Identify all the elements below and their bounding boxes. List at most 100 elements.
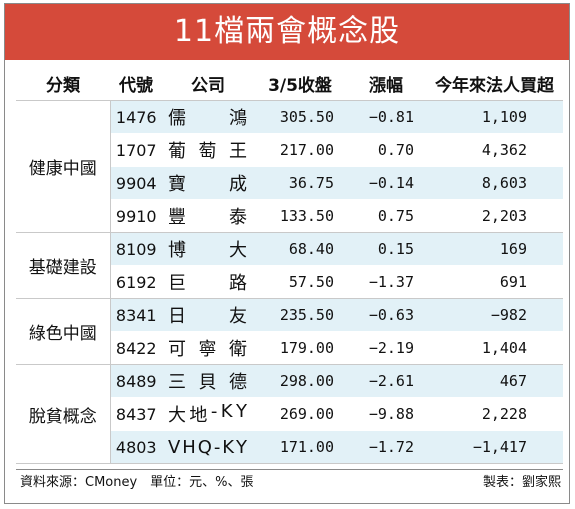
net-buy: 1,109 <box>426 100 563 134</box>
stock-code: 8109 <box>110 232 162 266</box>
company-name-char: 路 <box>229 273 248 294</box>
credit-note: 製表：劉家熙 <box>482 475 561 490</box>
stock-code: 8489 <box>110 364 162 398</box>
close-price: 68.40 <box>254 232 346 266</box>
price-change: −0.63 <box>346 298 426 332</box>
table-row: 脫貧概念 8489 三貝德 298.00 −2.61 467 <box>16 364 563 464</box>
stock-code: 8341 <box>110 298 162 332</box>
net-buy: 169 <box>426 232 563 266</box>
stock-code: 8422 <box>110 331 162 365</box>
company-name-char: 寧 <box>198 339 218 360</box>
company-name-char: - <box>213 436 222 458</box>
price-change: 0.75 <box>346 199 426 233</box>
price-change: 0.15 <box>346 232 426 266</box>
company-name: 可寧衛 <box>162 331 254 365</box>
header-close: 3/5收盤 <box>254 66 346 101</box>
close-price: 305.50 <box>254 100 346 134</box>
stock-code: 1476 <box>110 100 162 134</box>
table-row: 綠色中國 8341 日 友 235.50 −0.63 −982 <box>16 298 563 365</box>
net-buy: −1,417 <box>426 430 563 464</box>
header-net-buy: 今年來法人買超 <box>426 66 563 101</box>
company-name-char: 鴻 <box>229 108 248 129</box>
close-price: 133.50 <box>254 199 346 233</box>
net-buy: 467 <box>426 364 563 398</box>
company-name-char: H <box>182 436 197 458</box>
company-name-char: 友 <box>229 306 248 327</box>
company-name-char: 大 <box>229 240 248 261</box>
company-name-char: V <box>168 436 182 458</box>
table-row: 6192 巨路 57.50 −1.37 691 <box>16 265 563 299</box>
category-label: 基礎建設 <box>28 258 97 278</box>
category-label: 綠色中國 <box>28 324 97 344</box>
stock-table: 分類 代號 公司 3/5收盤 漲幅 今年來法人買超 健康中國 1476 儒鴻 305.… <box>16 66 563 464</box>
close-price: 235.50 <box>254 298 346 332</box>
footer: 資料來源：CMoney 單位：元、%、張 製表：劉家熙 <box>16 469 563 496</box>
table-row: 4803 V H Q - K Y 171.00 −1.72 −1,417 <box>16 430 563 464</box>
company-name-char: 博 <box>168 240 187 261</box>
company-name: 豐泰 <box>162 199 254 233</box>
company-name: 巨路 <box>162 265 254 299</box>
company-name-char: Y <box>236 401 248 422</box>
company-name-char: 豐 <box>168 207 187 228</box>
net-buy: 2,203 <box>426 199 563 233</box>
table-row: 8422 可寧衛 179.00 −2.19 1,404 <box>16 331 563 365</box>
company-name-char: 巨 <box>168 273 187 294</box>
close-price: 57.50 <box>254 265 346 299</box>
stock-code: 4803 <box>110 430 162 464</box>
table-body: 健康中國 1476 儒鴻 305.50 −0.81 1,109 1707 葡萄王 217.00 0… <box>16 100 563 464</box>
stock-code: 8437 <box>110 397 162 431</box>
company-name-char: K <box>220 401 234 422</box>
price-change: 0.70 <box>346 133 426 167</box>
company-name: 博大 <box>162 232 254 266</box>
net-buy: −982 <box>426 298 563 332</box>
company-name: 寶成 <box>162 166 254 200</box>
company-name-char: 三 <box>168 372 187 393</box>
company-name-char: 大 <box>168 405 187 426</box>
header-code: 代號 <box>110 66 162 101</box>
header-change: 漲幅 <box>346 66 426 101</box>
company-name-char: 萄 <box>198 141 218 162</box>
close-price: 298.00 <box>254 364 346 398</box>
close-price: 179.00 <box>254 331 346 365</box>
price-change: −9.88 <box>346 397 426 431</box>
company-name-char: 貝 <box>198 372 218 393</box>
category-cell: 綠色中國 <box>16 298 111 365</box>
table-row: 9910 豐泰 133.50 0.75 2,203 <box>16 199 563 233</box>
close-price: 269.00 <box>254 397 346 431</box>
price-change: −2.61 <box>346 364 426 398</box>
company-name-char: 地 <box>189 405 209 426</box>
net-buy: 2,228 <box>426 397 563 431</box>
source-note: 資料來源：CMoney 單位：元、%、張 <box>20 475 254 490</box>
stock-code: 9904 <box>110 166 162 200</box>
company-name-char: - <box>210 401 219 422</box>
header-category: 分類 <box>16 66 110 101</box>
company-name-char: 日 <box>168 306 187 327</box>
company-name-char: K <box>222 436 236 458</box>
company-name: 三貝德 <box>162 364 254 398</box>
close-price: 217.00 <box>254 133 346 167</box>
table-row: 9904 寶成 36.75 −0.14 8,603 <box>16 166 563 200</box>
net-buy: 1,404 <box>426 331 563 365</box>
net-buy: 8,603 <box>426 166 563 200</box>
company-name-char: 可 <box>168 339 187 360</box>
close-price: 171.00 <box>254 430 346 464</box>
stock-code: 9910 <box>110 199 162 233</box>
company-name-char: 寶 <box>168 174 187 195</box>
company-name-char: Q <box>197 436 213 458</box>
company-name-char: 葡 <box>168 141 187 162</box>
price-change: −1.37 <box>346 265 426 299</box>
net-buy: 4,362 <box>426 133 563 167</box>
category-label: 健康中國 <box>28 159 97 179</box>
stock-code: 6192 <box>110 265 162 299</box>
company-name-char: 德 <box>229 372 248 393</box>
price-change: −0.81 <box>346 100 426 134</box>
category-label: 脫貧概念 <box>28 406 97 427</box>
company-name-char: 泰 <box>229 207 248 228</box>
header-company: 公司 <box>162 66 254 101</box>
header-row: 分類 代號 公司 3/5收盤 漲幅 今年來法人買超 <box>16 66 563 101</box>
price-change: −1.72 <box>346 430 426 464</box>
table-row: 1707 葡萄王 217.00 0.70 4,362 <box>16 133 563 167</box>
table-card: 11檔兩會概念股 分類 代號 公司 3/5收盤 漲幅 今年來法人買超 健康中國 1… <box>4 3 570 504</box>
